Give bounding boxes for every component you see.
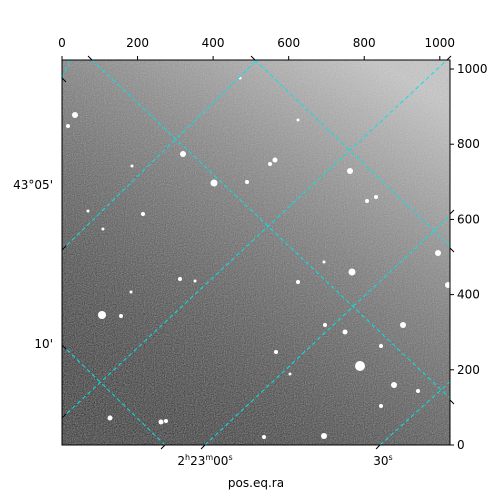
x-tick-label: 0 (58, 36, 66, 50)
world-ticks (61, 55, 455, 450)
x-tick-label: 400 (202, 36, 225, 50)
x-tick-label: 1000 (425, 36, 456, 50)
y-tick-label: 200 (457, 363, 480, 377)
y-tick-label: 400 (457, 288, 480, 302)
dec-tick-label: 43°05' (13, 178, 53, 192)
y-tick-label: 600 (457, 212, 480, 226)
coordinate-grid (62, 60, 450, 445)
y-tick-label: 800 (457, 137, 480, 151)
x-axis-label: pos.eq.ra (228, 476, 284, 490)
dec-tick-label: 10' (34, 337, 53, 351)
x-tick-label: 600 (277, 36, 300, 50)
ra-tick-label: 30s (373, 453, 392, 468)
x-tick-label: 800 (353, 36, 376, 50)
x-tick-label: 200 (126, 36, 149, 50)
sky-image (62, 60, 450, 445)
ra-tick-label: 2h23m00s (177, 453, 232, 468)
y-tick-label: 0 (457, 438, 465, 452)
axes-frame (61, 59, 451, 446)
y-tick-label: 1000 (457, 62, 488, 76)
